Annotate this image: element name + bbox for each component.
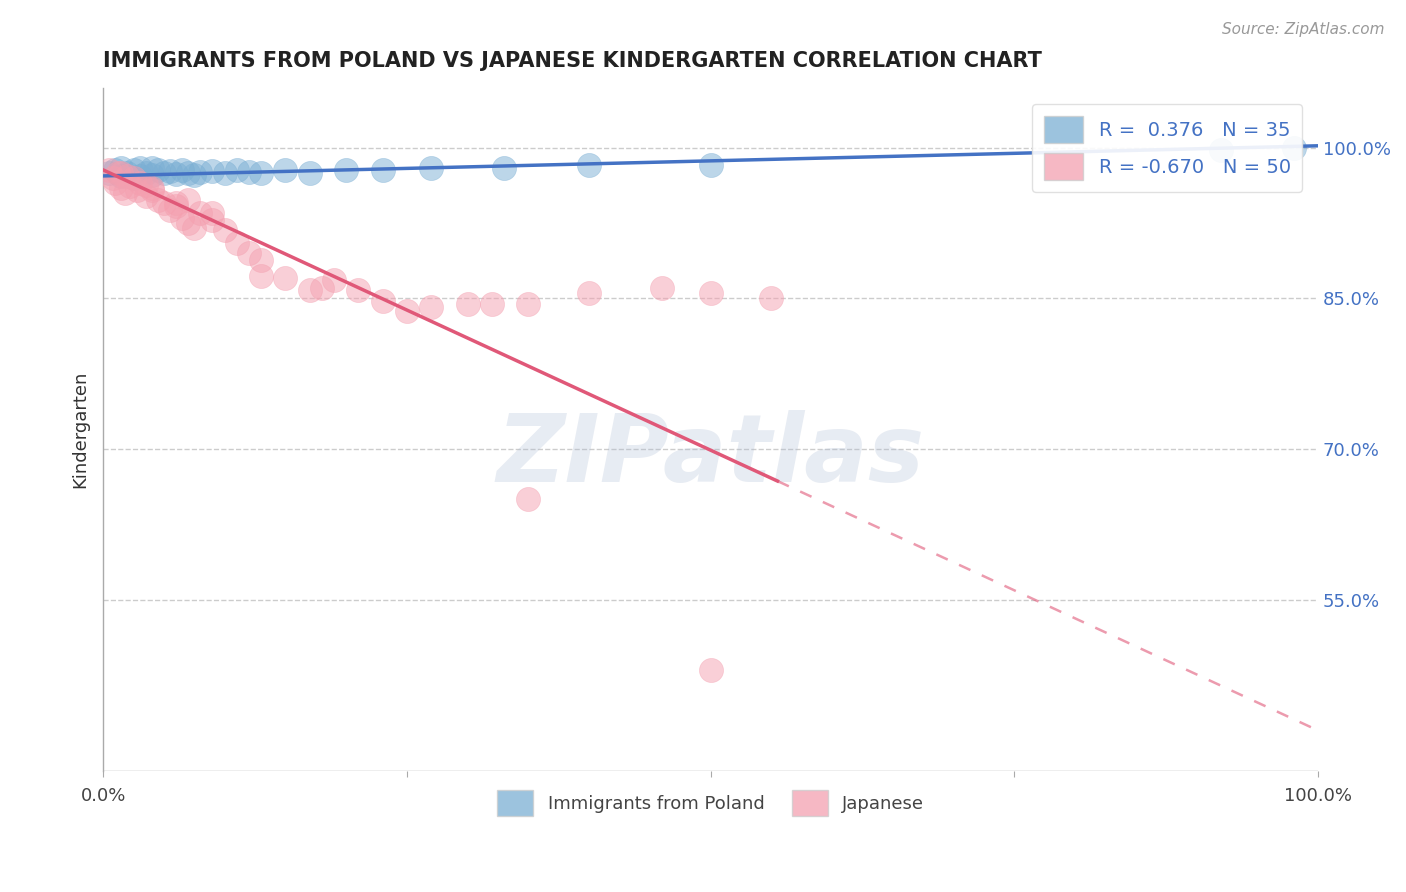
- Point: [117, 169, 139, 183]
- Point: [159, 203, 181, 218]
- Point: [1282, 141, 1305, 155]
- Point: [699, 158, 721, 172]
- Point: [225, 236, 247, 251]
- Point: [114, 186, 136, 200]
- Point: [159, 164, 181, 178]
- Point: [225, 162, 247, 177]
- Point: [177, 193, 200, 207]
- Point: [107, 166, 129, 180]
- Point: [347, 284, 370, 298]
- Point: [335, 162, 357, 177]
- Point: [699, 663, 721, 677]
- Point: [457, 296, 479, 310]
- Point: [135, 178, 157, 192]
- Point: [135, 166, 157, 180]
- Point: [214, 166, 236, 180]
- Point: [578, 286, 600, 301]
- Point: [141, 183, 163, 197]
- Point: [578, 158, 600, 172]
- Point: [128, 169, 150, 183]
- Point: [183, 168, 205, 182]
- Point: [250, 166, 273, 180]
- Point: [101, 170, 124, 185]
- Point: [122, 162, 145, 177]
- Point: [201, 206, 224, 220]
- Point: [214, 223, 236, 237]
- Point: [128, 176, 150, 190]
- Point: [761, 292, 783, 306]
- Point: [238, 165, 260, 179]
- Point: [122, 170, 145, 185]
- Point: [146, 162, 169, 177]
- Point: [651, 281, 673, 295]
- Point: [110, 181, 132, 195]
- Point: [201, 213, 224, 227]
- Point: [135, 189, 157, 203]
- Point: [104, 162, 127, 177]
- Point: [420, 161, 443, 175]
- Point: [298, 166, 321, 180]
- Text: ZIPatlas: ZIPatlas: [496, 410, 925, 502]
- Text: IMMIGRANTS FROM POLAND VS JAPANESE KINDERGARTEN CORRELATION CHART: IMMIGRANTS FROM POLAND VS JAPANESE KINDE…: [103, 51, 1042, 70]
- Y-axis label: Kindergarten: Kindergarten: [72, 370, 89, 488]
- Point: [172, 162, 194, 177]
- Point: [141, 161, 163, 175]
- Point: [481, 296, 503, 310]
- Point: [165, 196, 187, 211]
- Point: [110, 166, 132, 180]
- Point: [110, 161, 132, 175]
- Point: [311, 281, 333, 295]
- Point: [238, 246, 260, 260]
- Point: [201, 164, 224, 178]
- Point: [250, 269, 273, 284]
- Point: [371, 162, 394, 177]
- Legend: Immigrants from Poland, Japanese: Immigrants from Poland, Japanese: [489, 783, 931, 823]
- Point: [274, 162, 297, 177]
- Point: [177, 166, 200, 180]
- Point: [172, 211, 194, 226]
- Point: [517, 296, 540, 310]
- Point: [153, 196, 176, 211]
- Point: [188, 206, 211, 220]
- Point: [141, 168, 163, 182]
- Point: [146, 193, 169, 207]
- Point: [127, 183, 149, 197]
- Point: [98, 162, 121, 177]
- Point: [420, 300, 443, 314]
- Point: [298, 284, 321, 298]
- Point: [177, 216, 200, 230]
- Point: [165, 199, 187, 213]
- Point: [494, 161, 516, 175]
- Point: [250, 253, 273, 268]
- Point: [183, 221, 205, 235]
- Point: [395, 303, 418, 318]
- Point: [141, 181, 163, 195]
- Point: [371, 293, 394, 308]
- Point: [117, 166, 139, 180]
- Point: [122, 170, 145, 185]
- Point: [274, 271, 297, 285]
- Point: [517, 492, 540, 507]
- Point: [118, 178, 141, 193]
- Text: Source: ZipAtlas.com: Source: ZipAtlas.com: [1222, 22, 1385, 37]
- Point: [110, 169, 132, 183]
- Point: [98, 166, 121, 180]
- Point: [104, 176, 127, 190]
- Point: [153, 166, 176, 180]
- Point: [128, 161, 150, 175]
- Point: [699, 286, 721, 301]
- Point: [1209, 143, 1232, 157]
- Point: [165, 167, 187, 181]
- Point: [323, 273, 346, 287]
- Point: [188, 165, 211, 179]
